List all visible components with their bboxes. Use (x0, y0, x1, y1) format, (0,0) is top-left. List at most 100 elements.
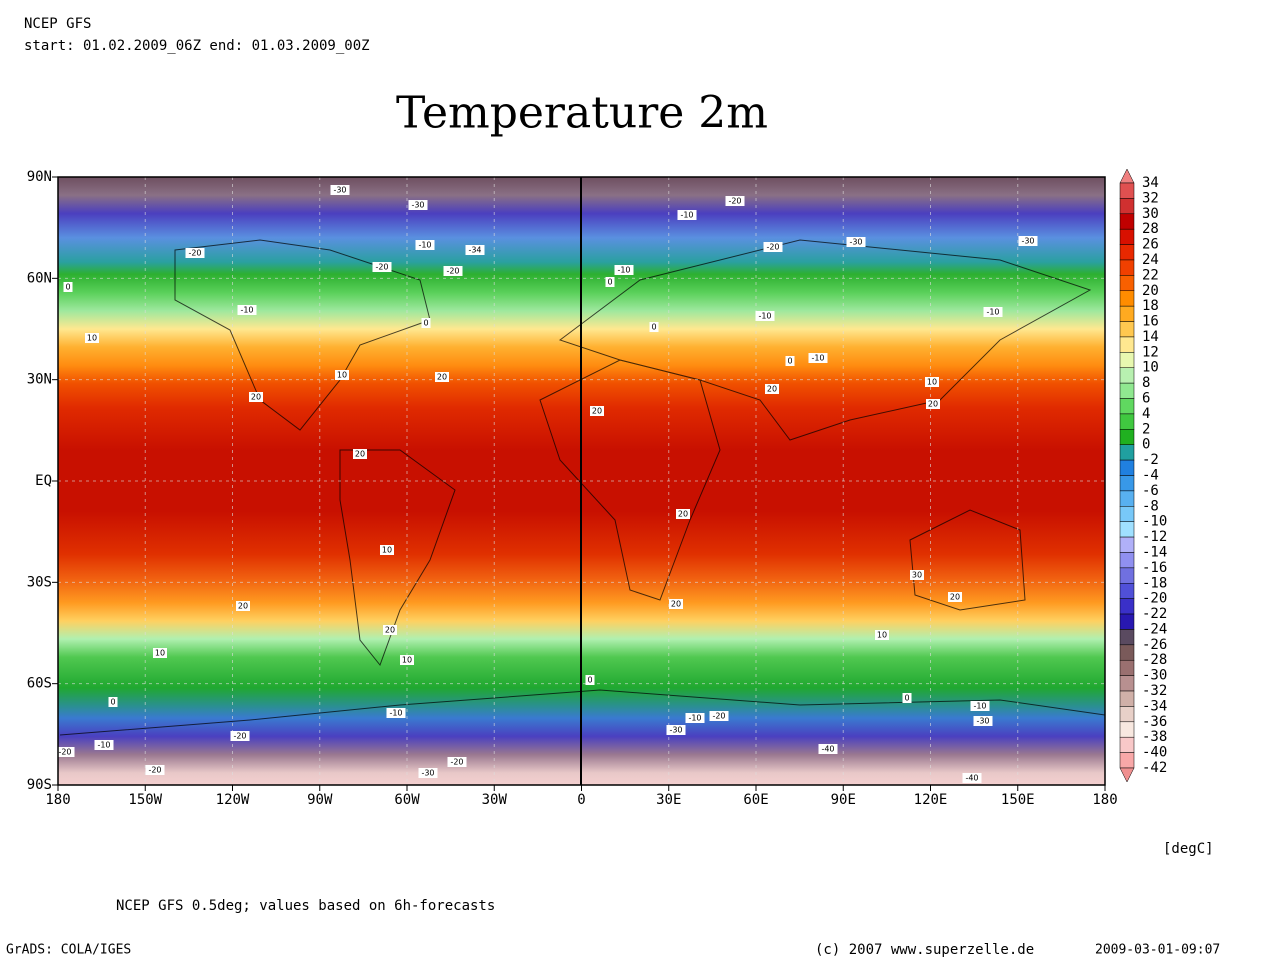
contour-label-box (590, 406, 604, 416)
contour-label: 0 (423, 319, 428, 328)
contour-label: 20 (385, 626, 395, 635)
colorbar-label: 4 (1142, 406, 1150, 422)
colorbar: 3432302826242220181614121086420-2-4-6-8-… (1119, 168, 1167, 783)
note: NCEP GFS 0.5deg; values based on 6h-fore… (116, 898, 495, 914)
contour-label-box (676, 509, 690, 519)
contour-label-box (605, 277, 615, 287)
lat-label: 90N (27, 169, 52, 185)
contour-label: -10 (389, 709, 402, 718)
contour-label-box (108, 697, 118, 707)
contour-label: 20 (355, 450, 365, 459)
contour-label-box (970, 701, 990, 711)
contour-label-box (85, 333, 99, 343)
contour-label-box (408, 200, 428, 210)
contour-label: 0 (607, 278, 612, 287)
contour-label: 0 (110, 698, 115, 707)
contour-label: 20 (678, 510, 688, 519)
software: GrADS: COLA/IGES (6, 943, 131, 958)
colorbar-box (1119, 552, 1135, 569)
model-name: NCEP GFS (24, 16, 91, 32)
contour-label: 10 (402, 656, 412, 665)
contour-label-box (725, 196, 745, 206)
colorbar-label: -28 (1142, 652, 1167, 668)
colorbar-label: 0 (1142, 437, 1150, 453)
colorbar-label: 24 (1142, 252, 1159, 268)
colorbar-label: -12 (1142, 529, 1167, 545)
colorbar-label: -4 (1142, 468, 1159, 484)
lon-label: 60E (743, 792, 768, 808)
colorbar-box (1119, 213, 1135, 230)
contour-label: 10 (927, 378, 937, 387)
colorbar-box (1119, 506, 1135, 522)
colorbar-box (1119, 398, 1135, 415)
contour-label: 0 (651, 323, 656, 332)
colorbar-label: 22 (1142, 267, 1159, 283)
contour-label-box (415, 240, 435, 250)
colorbar-label: 14 (1142, 329, 1159, 345)
colorbar-label: 16 (1142, 314, 1159, 330)
contour-label: -20 (148, 766, 161, 775)
contour-label: -34 (468, 246, 481, 255)
map: -30 -30 -10 -34 -20 -20 -20 0 -10 0 10 20 10 20 20 10 20… (55, 176, 1106, 786)
contour-label: -30 (849, 238, 862, 247)
colorbar-label: -22 (1142, 606, 1167, 622)
colorbar-label: -38 (1142, 729, 1167, 745)
contour-label-box (765, 384, 779, 394)
colorbar-label: 30 (1142, 206, 1159, 222)
colorbar-label: 26 (1142, 237, 1159, 253)
contour-label: 10 (87, 334, 97, 343)
colorbar-label: -36 (1142, 714, 1167, 730)
contour-label: -20 (728, 197, 741, 206)
lat-label: 90S (27, 777, 52, 793)
colorbar-box (1119, 444, 1135, 461)
colorbar-label: -24 (1142, 621, 1167, 637)
colorbar-label: 6 (1142, 391, 1150, 407)
colorbar-box (1119, 675, 1135, 692)
contour-label-box (669, 599, 683, 609)
contour-label: -10 (758, 312, 771, 321)
contour-label-box (236, 601, 250, 611)
contour-label: -10 (986, 308, 999, 317)
colorbar-box (1119, 583, 1135, 599)
contour-label: 10 (337, 371, 347, 380)
colorbar-label: 34 (1142, 175, 1159, 191)
contour-label-box (677, 210, 697, 220)
colorbar-box (1119, 228, 1135, 245)
contour-label: -20 (450, 758, 463, 767)
colorbar-box (1119, 352, 1135, 368)
colorbar-box (1119, 659, 1135, 676)
contour-label-box (962, 773, 982, 783)
contour-label: 10 (382, 546, 392, 555)
contour-label: 30 (912, 571, 922, 580)
contour-label-box (614, 265, 634, 275)
unit: [degC] (1163, 841, 1214, 857)
contour-label-box (237, 305, 257, 315)
colorbar-box (1119, 382, 1135, 399)
period: start: 01.02.2009_06Z end: 01.03.2009_00… (24, 38, 370, 54)
lat-label: 60S (27, 676, 52, 692)
colorbar-box (1119, 336, 1135, 353)
contour-label-box (983, 307, 1003, 317)
contour-label: -10 (240, 306, 253, 315)
contour-label: -20 (375, 263, 388, 272)
contour-label: 10 (155, 649, 165, 658)
colorbar-box (1119, 536, 1135, 553)
contour-label-box (465, 245, 485, 255)
contour-label: -10 (811, 354, 824, 363)
colorbar-label: -26 (1142, 637, 1167, 653)
colorbar-label: -6 (1142, 483, 1159, 499)
contour-label: -30 (1021, 237, 1034, 246)
lon-label: 30W (482, 792, 508, 808)
colorbar-label: -32 (1142, 683, 1167, 699)
contour-label-box (353, 449, 367, 459)
contour-label: -30 (411, 201, 424, 210)
title: Temperature 2m (396, 88, 768, 139)
contour-label-box (372, 262, 392, 272)
contour-label-box (808, 353, 828, 363)
colorbar-label: 18 (1142, 298, 1159, 314)
colorbar-box (1119, 367, 1135, 384)
lon-label: 60W (394, 792, 420, 808)
colorbar-box (1119, 598, 1135, 615)
contour-label: -10 (97, 741, 110, 750)
contour-label-box (153, 648, 167, 658)
